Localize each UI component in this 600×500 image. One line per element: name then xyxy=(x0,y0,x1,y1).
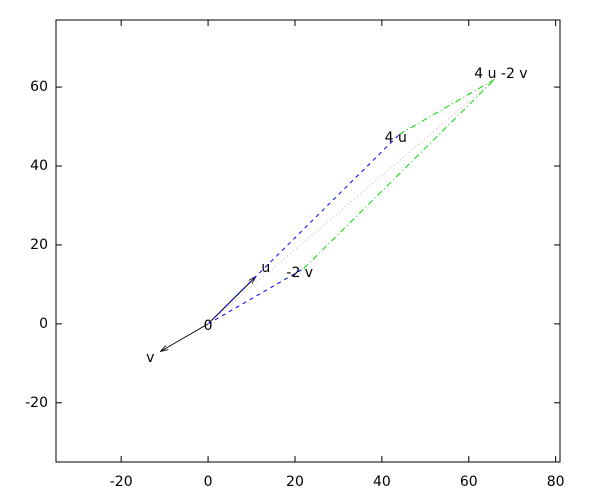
x-tick-label: -20 xyxy=(110,474,133,490)
vector-line xyxy=(207,268,304,325)
annotation: 0 xyxy=(204,318,213,334)
annotation: 4 u xyxy=(385,130,407,146)
x-tick-label: 80 xyxy=(547,474,565,490)
annotation: v xyxy=(146,350,154,366)
annotation: -2 v xyxy=(286,265,313,281)
vector-line xyxy=(303,78,496,269)
y-tick-label: 0 xyxy=(39,316,48,332)
x-tick-label: 60 xyxy=(460,474,478,490)
y-tick-label: 40 xyxy=(30,158,48,174)
plot-frame xyxy=(55,19,561,463)
y-tick-label: -20 xyxy=(25,395,48,411)
y-tick-label: 60 xyxy=(30,79,48,95)
x-tick-label: 0 xyxy=(204,474,213,490)
annotation: u xyxy=(261,260,270,276)
vector-line xyxy=(207,78,496,325)
vector-line xyxy=(398,78,496,135)
y-tick-label: 20 xyxy=(30,237,48,253)
x-tick-label: 20 xyxy=(286,474,304,490)
x-tick-label: 40 xyxy=(373,474,391,490)
vector-line xyxy=(207,134,400,325)
annotation: 4 u -2 v xyxy=(474,66,527,82)
vector-line xyxy=(160,323,209,352)
